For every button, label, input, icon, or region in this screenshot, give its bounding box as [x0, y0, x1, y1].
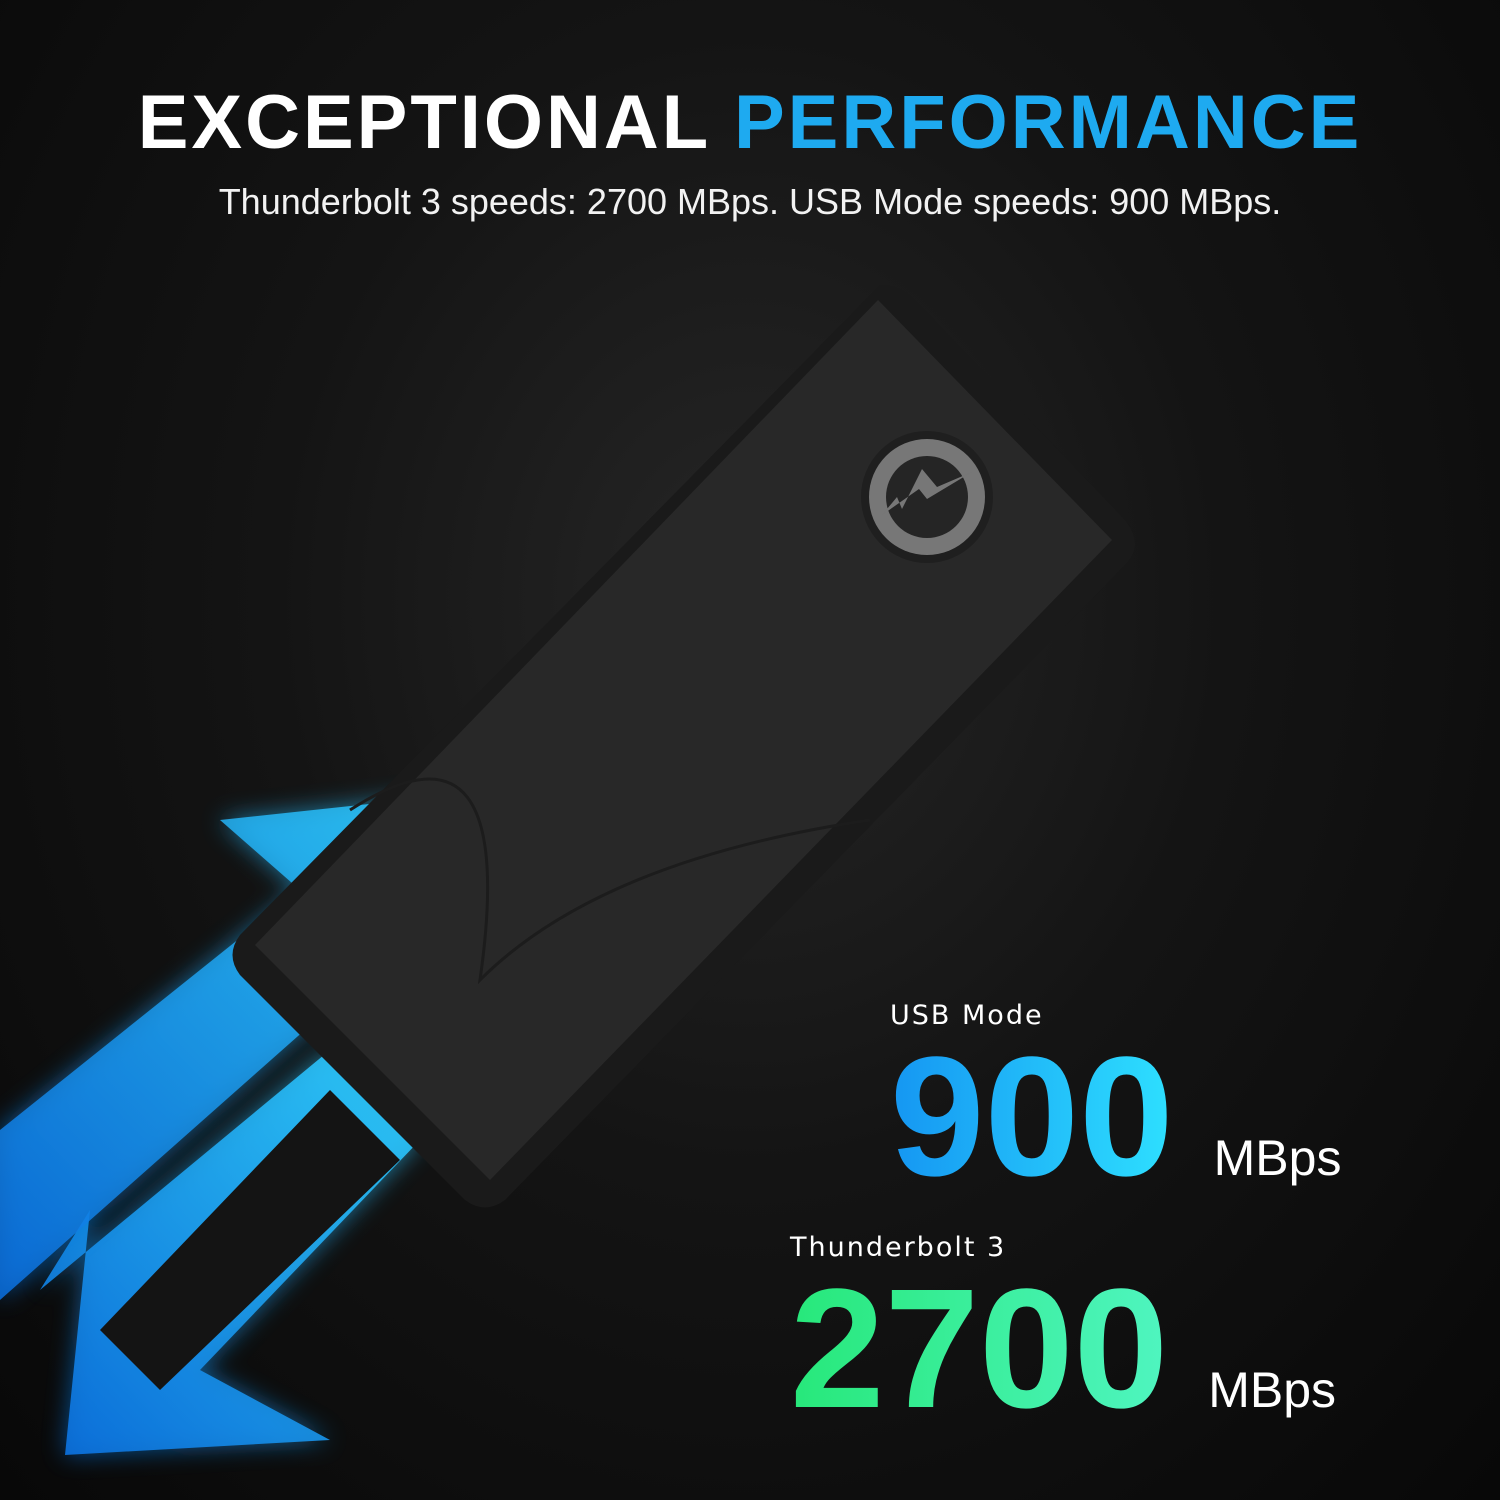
- thunderbolt-label: Thunderbolt 3: [790, 1232, 1007, 1263]
- headline-white: EXCEPTIONAL: [137, 80, 710, 165]
- headline-accent: PERFORMANCE: [733, 80, 1363, 165]
- usb-speed-stat: USB Mode 900 MBps: [890, 1000, 1341, 1202]
- usb-mode-label: USB Mode: [890, 1000, 1044, 1031]
- cable: [100, 1090, 400, 1390]
- page-title: EXCEPTIONAL PERFORMANCE: [0, 78, 1500, 168]
- thunderbolt-speed-value: 2700: [790, 1254, 1169, 1444]
- subtitle: Thunderbolt 3 speeds: 2700 MBps. USB Mod…: [218, 181, 1282, 222]
- usb-speed-unit: MBps: [1213, 1130, 1342, 1186]
- usb-speed-value: 900: [890, 1022, 1174, 1212]
- thunderbolt-speed-stat: Thunderbolt 3 2700 MBps: [790, 1232, 1336, 1434]
- thunderbolt-logo-icon: [861, 431, 993, 563]
- thunderbolt-speed-unit: MBps: [1208, 1362, 1336, 1418]
